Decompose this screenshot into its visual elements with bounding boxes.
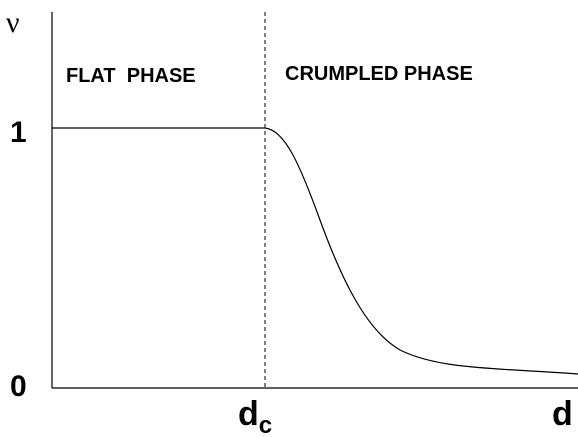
- x-label: d: [552, 395, 573, 433]
- flat-phase-label: FLAT PHASE: [66, 65, 196, 87]
- x-mark: d: [238, 395, 259, 433]
- curve: [52, 127, 578, 375]
- y-top-label: 1: [10, 116, 27, 149]
- x-mark-sub: c: [259, 412, 272, 437]
- x-mark-label: dc: [238, 395, 272, 437]
- crumpled-phase-label: CRUMPLED PHASE: [285, 63, 473, 85]
- y-bottom-label: 0: [10, 370, 27, 403]
- y-label: ν: [6, 6, 20, 39]
